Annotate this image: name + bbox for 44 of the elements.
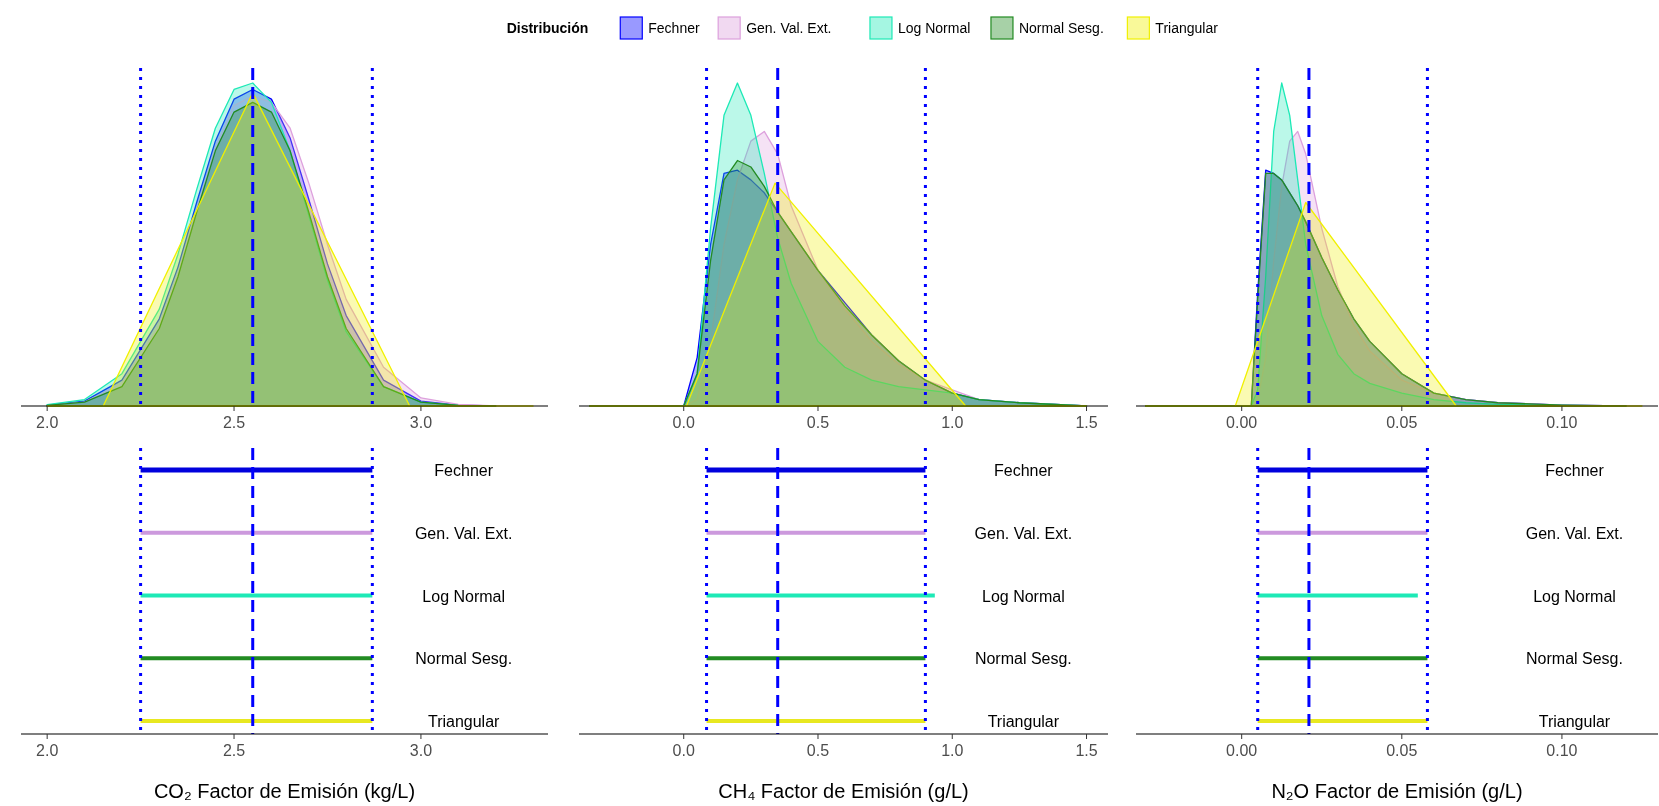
x-tick-label: 0.05 — [1386, 414, 1418, 431]
y-tick-label: Normal Sesg. — [974, 650, 1072, 668]
legend-label: Log Normal — [897, 20, 971, 36]
x-tick-label: 2.5 — [222, 414, 246, 431]
y-tick-label: Normal Sesg. — [415, 650, 513, 668]
y-tick-label: Gen. Val. Ext. — [1525, 524, 1624, 542]
x-axis-title: CH₄ Factor de Emisión (g/L) — [718, 780, 969, 802]
y-tick-label: Log Normal — [1533, 587, 1616, 605]
x-tick-label: 0.00 — [1226, 414, 1258, 431]
y-tick-label: Normal Sesg. — [1526, 650, 1623, 668]
y-tick-label: Triangular — [427, 713, 501, 730]
x-tick-label: 0.10 — [1546, 742, 1578, 759]
x-tick-label: 0.5 — [806, 414, 830, 431]
y-tick-label: Fechner — [434, 462, 494, 479]
x-tick-label: 1.0 — [941, 414, 964, 431]
x-tick-label: 0.10 — [1546, 414, 1578, 431]
y-tick-label: Log Normal — [422, 587, 506, 605]
x-tick-label: 0.05 — [1386, 742, 1418, 759]
x-tick-label: 1.5 — [1075, 414, 1098, 431]
y-tick-label: Fechner — [1545, 462, 1605, 479]
x-tick-label: 2.5 — [222, 742, 246, 759]
y-tick-label: Log Normal — [982, 587, 1065, 605]
x-tick-label: 2.0 — [36, 414, 59, 431]
y-tick-label: Gen. Val. Ext. — [414, 524, 513, 542]
legend-title: Distribución — [506, 20, 589, 36]
x-tick-label: 3.0 — [409, 742, 433, 759]
y-tick-label: Triangular — [987, 713, 1060, 730]
x-tick-label: 0.0 — [672, 742, 695, 759]
x-tick-label: 0.5 — [806, 742, 830, 759]
x-tick-label: 2.0 — [36, 742, 59, 759]
x-axis-title: CO₂ Factor de Emisión (kg/L) — [153, 780, 416, 802]
y-tick-label: Gen. Val. Ext. — [974, 524, 1073, 542]
legend-label: Gen. Val. Ext. — [746, 20, 832, 36]
x-tick-label: 0.0 — [672, 414, 695, 431]
x-tick-label: 0.00 — [1226, 742, 1258, 759]
x-tick-label: 3.0 — [409, 414, 433, 431]
x-tick-label: 1.5 — [1075, 742, 1098, 759]
legend-label: Fechner — [648, 20, 700, 36]
y-tick-label: Fechner — [994, 462, 1054, 479]
legend-label: Triangular — [1155, 20, 1219, 36]
x-axis-title: N₂O Factor de Emisión (g/L) — [1271, 780, 1523, 802]
legend-label: Normal Sesg. — [1018, 20, 1104, 36]
x-tick-label: 1.0 — [941, 742, 964, 759]
y-tick-label: Triangular — [1538, 713, 1611, 730]
